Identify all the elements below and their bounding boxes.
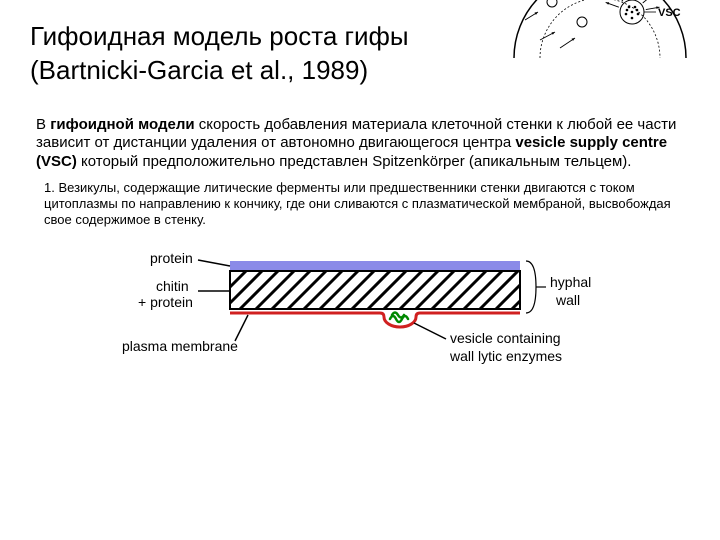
p-mid2: который предположительно представлен Spi… bbox=[77, 153, 632, 170]
svg-text:hyphal: hyphal bbox=[550, 274, 591, 290]
main-paragraph: В гифоидной модели скорость добавления м… bbox=[30, 116, 690, 172]
page-title: Гифоидная модель роста гифы (Bartnicki-G… bbox=[30, 20, 500, 88]
svg-text:+ protein: + protein bbox=[138, 294, 193, 310]
svg-text:wall: wall bbox=[555, 292, 580, 308]
svg-text:VSC: VSC bbox=[658, 7, 681, 19]
svg-text:protein: protein bbox=[150, 250, 193, 266]
svg-text:vesicle containing: vesicle containing bbox=[450, 330, 561, 346]
svg-text:wall lytic enzymes: wall lytic enzymes bbox=[449, 348, 562, 364]
vsc-arc-diagram: VSC bbox=[510, 0, 690, 60]
p-bold1: гифоидной модели bbox=[50, 116, 194, 133]
list-item-1: 1. Везикулы, содержащие литические ферме… bbox=[30, 180, 690, 229]
p-pre: В bbox=[36, 116, 50, 133]
svg-text:plasma membrane: plasma membrane bbox=[122, 338, 238, 354]
hyphal-wall-diagram: protein chitin+ protein plasma membrane hyp… bbox=[80, 243, 640, 393]
svg-text:chitin: chitin bbox=[156, 278, 189, 294]
